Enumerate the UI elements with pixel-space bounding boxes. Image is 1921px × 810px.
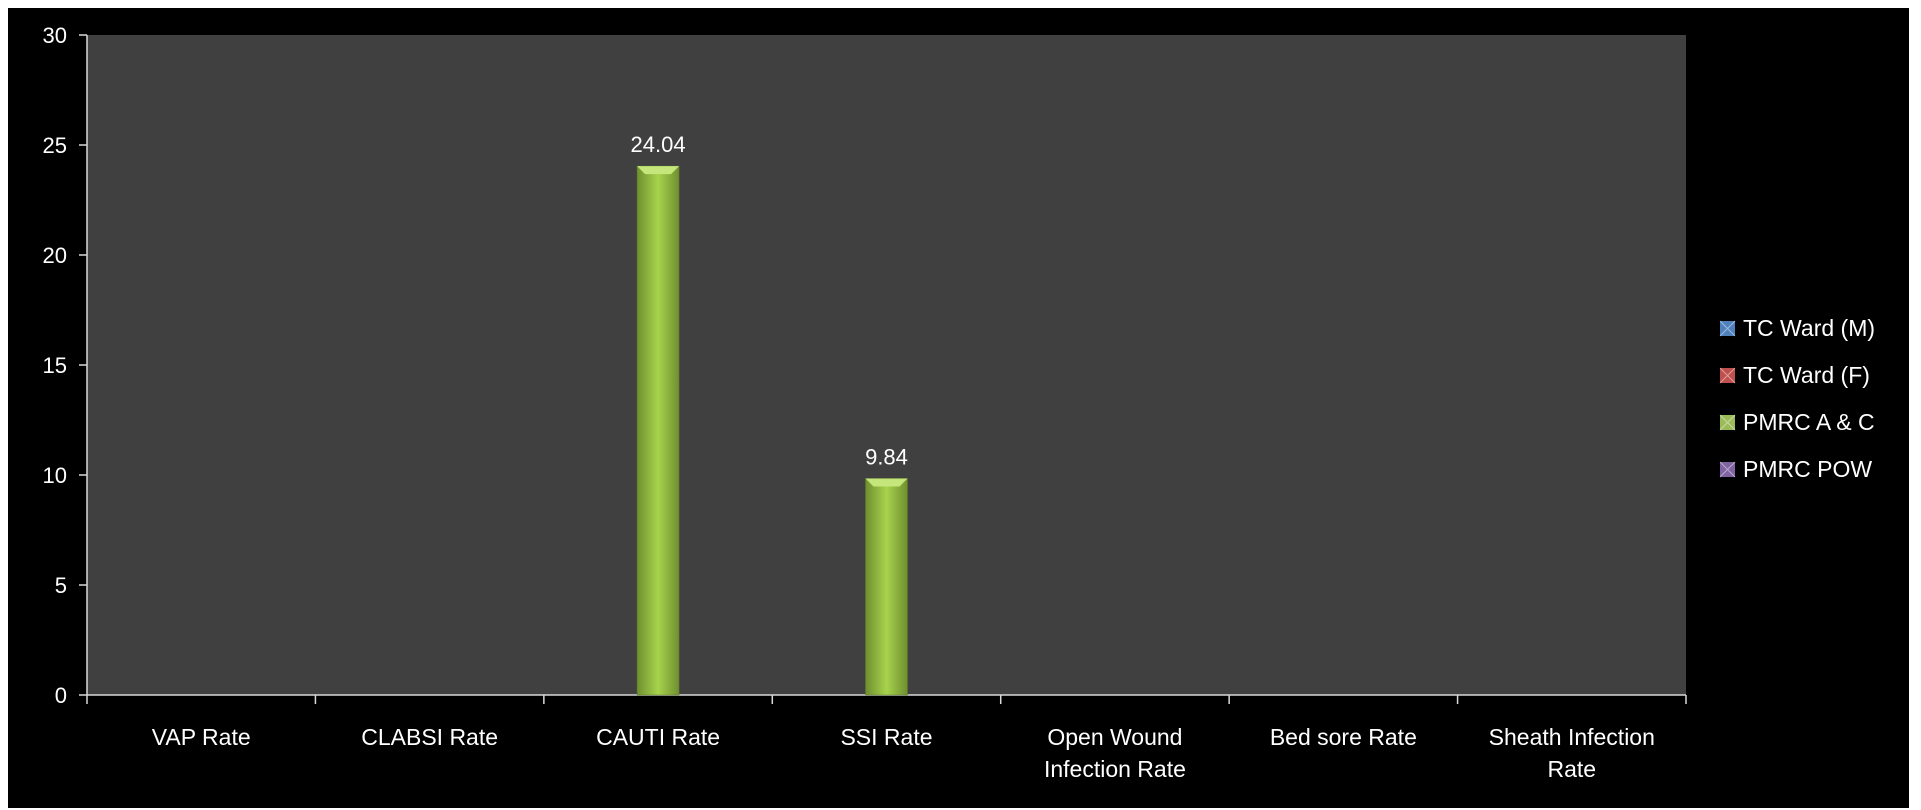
y-tick-label: 5 xyxy=(55,573,67,598)
y-tick-label: 10 xyxy=(43,463,67,488)
x-category-label-line: SSI Rate xyxy=(840,724,932,750)
legend-swatch xyxy=(1720,415,1735,430)
x-category-label: Sheath Infection Rate xyxy=(1489,724,1655,782)
x-category-label-line: Infection Rate xyxy=(1044,756,1186,782)
y-tick-label: 25 xyxy=(43,133,67,158)
legend-label: PMRC POW xyxy=(1743,456,1872,482)
x-category-label-line: CAUTI Rate xyxy=(596,724,720,750)
data-label: 9.84 xyxy=(865,445,908,470)
bar-chart: 0 5 10 15 20 25 30 VAP Rate CLABSI Rate CAUTI Ra… xyxy=(43,23,1876,782)
x-category-label-line: CLABSI Rate xyxy=(361,724,498,750)
data-label: 24.04 xyxy=(631,132,686,157)
x-category-label: CAUTI Rate xyxy=(596,724,720,750)
legend-swatch-bevel xyxy=(1719,320,1736,337)
x-category-label: SSI Rate xyxy=(840,724,932,750)
legend-swatch-bevel xyxy=(1719,414,1736,431)
y-tick-label: 15 xyxy=(43,353,67,378)
x-category-label: Bed sore Rate xyxy=(1270,724,1417,750)
legend-swatch xyxy=(1720,321,1735,336)
legend: TC Ward (M) TC Ward (F) PMRC A & C PMRC POW xyxy=(1719,315,1875,482)
x-category-label-line: Open Wound xyxy=(1047,724,1182,750)
bars xyxy=(636,165,908,696)
x-axis: VAP Rate CLABSI Rate CAUTI Rate SSI Rate Ope… xyxy=(86,694,1687,782)
legend-swatch xyxy=(1720,462,1735,477)
y-tick-label: 30 xyxy=(43,23,67,48)
legend-label: TC Ward (M) xyxy=(1743,315,1875,341)
legend-swatch-bevel xyxy=(1719,367,1736,384)
legend-swatch xyxy=(1720,368,1735,383)
legend-swatch-bevel xyxy=(1719,461,1736,478)
legend-label: PMRC A & C xyxy=(1743,409,1875,435)
bar-bevel xyxy=(637,166,680,175)
y-axis: 0 5 10 15 20 25 30 xyxy=(43,23,88,708)
x-category-label: Open Wound Infection Rate xyxy=(1044,724,1186,782)
x-category-label-line: VAP Rate xyxy=(152,724,251,750)
x-category-label-line: Sheath Infection xyxy=(1489,724,1655,750)
legend-label: TC Ward (F) xyxy=(1743,362,1870,388)
y-tick-label: 0 xyxy=(55,683,67,708)
bar-bevel xyxy=(865,478,908,487)
x-category-label: CLABSI Rate xyxy=(361,724,498,750)
x-category-label-line: Rate xyxy=(1547,756,1596,782)
bar xyxy=(865,478,908,696)
x-category-label: VAP Rate xyxy=(152,724,251,750)
data-labels: 24.04 9.84 xyxy=(631,132,908,469)
y-tick-label: 20 xyxy=(43,243,67,268)
chart-container: 0 5 10 15 20 25 30 VAP Rate CLABSI Rate CAUTI Ra… xyxy=(8,8,1909,808)
bar xyxy=(636,165,680,696)
x-category-label-line: Bed sore Rate xyxy=(1270,724,1417,750)
